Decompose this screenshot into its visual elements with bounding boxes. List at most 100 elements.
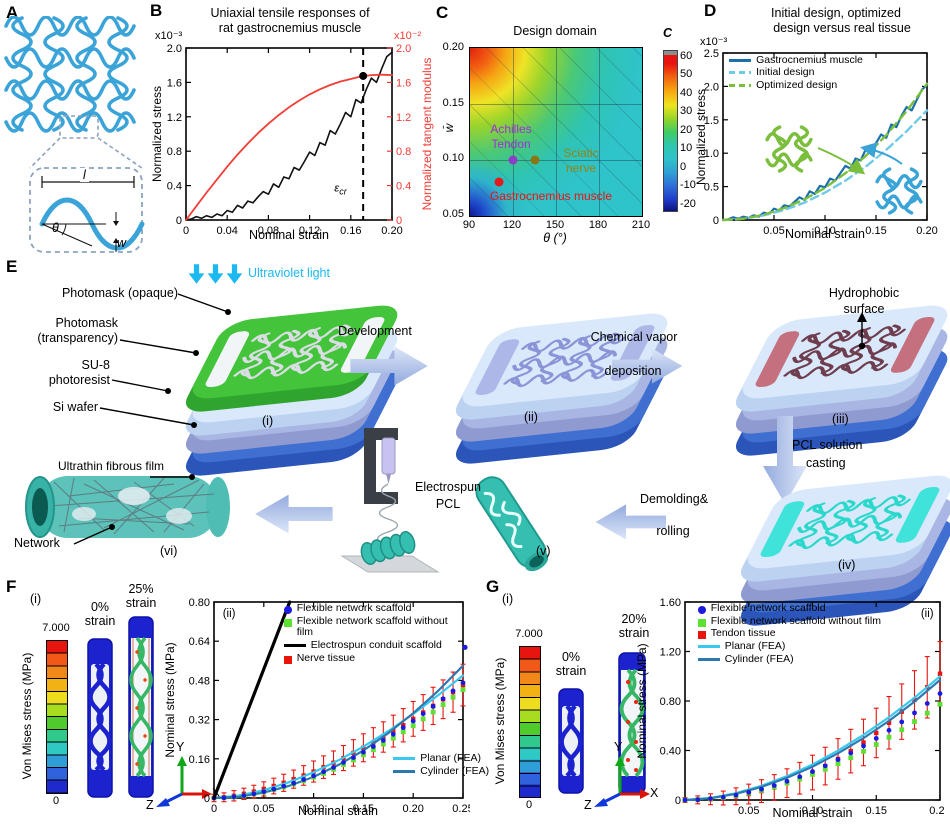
fibrous-conduit-art <box>25 476 230 538</box>
marker-flexible-network-scaffold <box>886 727 892 733</box>
series-electrospun-conduit <box>212 600 292 800</box>
f-cbar-label: Von Mises stress (MPa) <box>20 652 34 780</box>
y-tick-label: 1.2 <box>167 112 182 124</box>
g-strain0-label-1: 0% <box>561 650 581 664</box>
marker-scaffold-without-film <box>351 757 356 763</box>
marker-flexible-network-scaffold <box>937 691 943 696</box>
c-colorbar-title: C <box>663 26 673 40</box>
electrospinning-rig-art <box>340 428 440 573</box>
g-axis-x-label: X <box>650 786 659 800</box>
photolithography-stack <box>150 292 410 465</box>
hydrophobic-layer <box>735 303 950 401</box>
c-xtick: 150 <box>545 219 565 231</box>
marker-flexible-network-scaffold <box>460 680 466 686</box>
marker-scaffold-without-film <box>810 771 815 777</box>
g-cbar-min: 0 <box>525 799 533 811</box>
g-cbar-max: 7.000 <box>515 628 543 640</box>
marker-flexible-network-scaffold <box>261 789 267 795</box>
marker-scaffold-without-film <box>450 694 456 700</box>
y-tick-label: 0.64 <box>189 636 210 648</box>
sciatic-label-2: nerve <box>565 161 597 175</box>
y-tick-label: 0 <box>176 215 182 227</box>
photomask-layer <box>185 303 405 401</box>
marker-scaffold-without-film <box>380 741 386 747</box>
legend-label: Flexible network scaffold <box>710 601 826 614</box>
marker-flexible-network-scaffold <box>291 780 297 786</box>
x-tick-label: 0.20 <box>402 803 423 815</box>
network-lattice-art <box>4 16 145 253</box>
marker-scaffold-without-film <box>899 727 905 733</box>
c-xtick: 210 <box>631 219 651 231</box>
c-cbar-tick: 60 <box>680 50 693 62</box>
panel-b-chart: 0 0.04 0.08 0.12 0.16 0.20 0 0 0.4 0.4 0.8 0.8 1.2 1.… <box>150 40 442 252</box>
x-tick-label: 0.10 <box>802 805 823 817</box>
legend-item: Electrospun conduit scaffold <box>283 639 456 652</box>
c-ytick: 0.15 <box>442 97 464 109</box>
chart-annotation: (ii) <box>223 608 236 620</box>
marker-flexible-network-scaffold <box>380 738 386 743</box>
marker-tendon-tissue <box>874 730 879 736</box>
network-label: Network <box>14 536 60 550</box>
c-ytick: 0.20 <box>442 41 464 53</box>
hydrophobic-label-1: Hydrophobic <box>828 286 900 300</box>
marker-flexible-network-scaffold <box>695 797 701 803</box>
theta-label: θ <box>52 221 59 235</box>
legend-label: Flexible network scaffold <box>296 601 412 614</box>
achilles-label-1: Achilles <box>490 122 532 136</box>
series-optimized-design <box>721 82 929 222</box>
marker-flexible-network-scaffold <box>720 794 726 800</box>
legend-marker-line <box>393 756 416 760</box>
panel-d-xlabel: Nominal strain <box>785 227 865 241</box>
panel-g-ylabel: Nominal stress (MPa) <box>635 643 649 759</box>
chart-canvas: 0 0.05 0.10 0.15 0.20 0.25 0 0.16 0.32 0.48 0.64 0.… <box>189 597 470 815</box>
legend-marker-dot <box>283 605 292 614</box>
marker-flexible-network-scaffold <box>271 786 277 792</box>
y2-tick-label: 0 <box>396 215 402 227</box>
chart-legend: Planar (FEA) Cylinder (FEA) <box>393 752 503 778</box>
marker-flexible-network-scaffold <box>784 778 790 784</box>
panel-c-title: Design domain <box>513 24 597 38</box>
marker-flexible-network-scaffold <box>301 777 307 783</box>
marker-flexible-network-scaffold <box>370 744 376 749</box>
x-tick-label: 0.25 <box>452 803 470 815</box>
y-tick-label: 0.32 <box>189 715 210 727</box>
photomask-transparency-label-1: Photomask <box>55 316 118 330</box>
marker-flexible-network-scaffold <box>873 735 879 741</box>
x-tick-label: 0.04 <box>216 225 237 237</box>
legend-item: Tendon tissue <box>697 628 883 640</box>
f-sub-i: (i) <box>30 592 42 606</box>
marker-flexible-network-scaffold <box>281 783 287 789</box>
legend-item: Flexible network scaffold without film <box>283 615 456 640</box>
legend-marker-dash <box>729 71 752 75</box>
panel-g-chart: 0.05 0.10 0.15 0.20 0 0.40 0.80 1.20 1.60 (ii) Fle… <box>649 594 945 832</box>
uv-light-label: Ultraviolet light <box>248 266 330 280</box>
chart-legend: Flexible network scaffold Flexible networ… <box>697 601 883 666</box>
sciatic-label-1: Sciatic <box>563 146 599 160</box>
width-label: w <box>117 236 127 250</box>
series-cylinder-fea <box>683 678 942 802</box>
marker-flexible-network-scaffold <box>410 718 416 724</box>
cvd-label-2: deposition <box>604 364 662 378</box>
series-outlier-point <box>462 644 468 650</box>
g-axis-triad-icon <box>594 756 650 807</box>
panel-b-xlabel: Nominal strain <box>249 228 329 242</box>
marker-scaffold-without-film <box>835 761 841 767</box>
marker-flexible-network-scaffold <box>390 731 396 737</box>
chart-annotation: εcr <box>334 183 348 197</box>
length-label: l <box>80 168 89 183</box>
legend-marker-line <box>697 645 720 649</box>
step-v-label: (v) <box>536 544 551 558</box>
legend-item: Initial design <box>729 67 929 79</box>
g-cbar-label: Von Mises stress (MPa) <box>493 657 507 785</box>
panel-e-letter: E <box>6 257 18 276</box>
series-planar-fea <box>212 674 465 800</box>
f-vonmises-colorbar <box>46 640 68 794</box>
series-normalized-stress <box>185 51 393 221</box>
x-tick-label: 0.15 <box>865 225 886 237</box>
x-tick-label: 0.05 <box>738 805 759 817</box>
panel-f-letter: F <box>6 577 17 596</box>
f-axis-triad-icon <box>156 756 212 807</box>
y2-tick-label: 1.2 <box>396 112 411 124</box>
legend-marker-line <box>283 644 306 648</box>
